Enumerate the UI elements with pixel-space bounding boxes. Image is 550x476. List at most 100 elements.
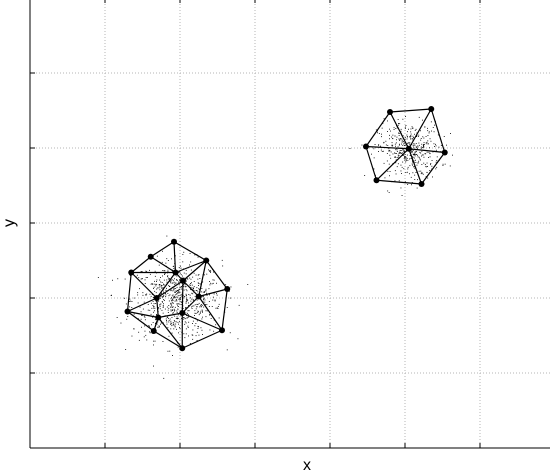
cloud-point <box>419 158 421 160</box>
cloud-point <box>153 307 155 309</box>
cloud-point <box>146 293 148 295</box>
mesh-edge <box>376 179 422 185</box>
cloud-point <box>166 323 168 325</box>
cloud-point <box>402 149 404 151</box>
cloud-point <box>154 290 156 292</box>
cloud-point <box>197 274 199 276</box>
cloud-point <box>194 304 196 306</box>
cloud-point <box>170 289 172 291</box>
cloud-point <box>421 143 423 145</box>
point-cloud <box>97 116 453 379</box>
cloud-point <box>413 160 415 162</box>
cloud-point <box>137 318 139 320</box>
cloud-point <box>385 140 387 142</box>
cloud-point <box>179 279 181 281</box>
cloud-point <box>414 174 416 176</box>
mesh-edge <box>130 256 152 273</box>
cloud-point <box>176 303 178 305</box>
cloud-point <box>403 142 405 144</box>
cloud-point <box>381 133 382 135</box>
cloud-point <box>173 288 175 290</box>
cloud-point <box>416 154 417 155</box>
cloud-point <box>187 325 189 327</box>
cloud-point <box>411 126 413 128</box>
cloud-point <box>171 300 173 302</box>
cloud-point <box>162 305 164 306</box>
cloud-point <box>397 119 399 120</box>
cloud-point <box>415 154 417 155</box>
cloud-point <box>214 300 216 302</box>
cloud-point <box>185 273 187 275</box>
cloud-point <box>183 272 185 274</box>
cloud-point <box>210 318 212 319</box>
cloud-point <box>154 340 156 342</box>
cloud-point <box>428 132 430 134</box>
cloud-point <box>178 298 180 300</box>
cloud-point <box>166 258 168 260</box>
mesh-node <box>153 295 160 301</box>
mesh-node <box>373 177 380 184</box>
cloud-point <box>381 127 383 129</box>
cloud-point <box>174 278 175 280</box>
cloud-point <box>398 138 400 140</box>
cloud-point <box>145 294 147 296</box>
cloud-point <box>380 145 381 147</box>
cloud-point <box>427 130 429 132</box>
cloud-point <box>143 336 145 338</box>
cloud-point <box>155 283 157 285</box>
cloud-point <box>420 159 421 161</box>
cloud-point <box>172 307 174 308</box>
cloud-point <box>421 164 423 165</box>
cloud-point <box>197 278 199 280</box>
cloud-point <box>140 271 142 273</box>
cloud-point <box>394 143 396 145</box>
cloud-point <box>429 153 431 155</box>
cloud-point <box>216 293 217 295</box>
cloud-point <box>186 294 187 296</box>
mesh-edge <box>173 241 207 262</box>
cloud-point <box>209 294 210 296</box>
cloud-point <box>392 134 394 136</box>
cloud-point <box>205 310 207 312</box>
cloud-point <box>112 279 113 281</box>
cloud-point <box>172 298 174 300</box>
cloud-point <box>378 144 380 146</box>
cloud-point <box>197 304 199 305</box>
cloud-point <box>165 262 167 264</box>
mesh-node <box>179 345 186 352</box>
cloud-point <box>383 141 385 143</box>
cloud-point <box>127 316 129 317</box>
cloud-point <box>149 325 150 327</box>
cloud-point <box>183 289 185 291</box>
cloud-point <box>146 339 148 341</box>
cloud-point <box>156 279 158 281</box>
cloud-point <box>194 295 196 297</box>
cloud-point <box>420 138 422 139</box>
cloud-point <box>371 153 372 155</box>
cloud-point <box>449 165 451 167</box>
mesh-node <box>428 106 435 112</box>
cloud-point <box>389 150 391 152</box>
cloud-point <box>388 148 390 150</box>
cloud-point <box>205 304 207 305</box>
cloud-point <box>435 145 437 147</box>
cloud-point <box>209 329 211 331</box>
cloud-point <box>436 166 438 168</box>
cloud-point <box>409 155 411 156</box>
cloud-point <box>404 159 406 161</box>
cloud-point <box>386 160 388 162</box>
cloud-point <box>226 349 228 351</box>
cloud-point <box>125 303 127 305</box>
cloud-point <box>212 282 214 284</box>
mesh-node <box>418 181 425 187</box>
cloud-point <box>409 144 411 146</box>
cloud-point <box>399 150 401 151</box>
cloud-point <box>400 150 402 151</box>
cloud-point <box>423 137 425 139</box>
cloud-point <box>414 151 416 153</box>
cloud-point <box>364 175 366 176</box>
cloud-point <box>392 153 394 155</box>
cloud-point <box>410 128 412 130</box>
cloud-point <box>206 294 208 296</box>
